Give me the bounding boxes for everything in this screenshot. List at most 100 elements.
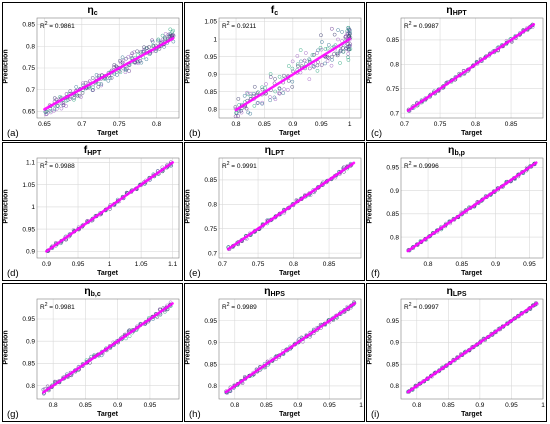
y-axis-label: Prediction [366, 49, 374, 84]
chart-title-subscript: b,c [90, 291, 101, 298]
r-squared-value: = 0.9991 [229, 163, 257, 171]
r-squared-exponent: 2 [44, 161, 48, 167]
data-point [336, 51, 340, 56]
y-axis-label: Prediction [2, 189, 10, 224]
data-point [80, 81, 85, 86]
data-point [316, 48, 320, 53]
data-point [120, 55, 125, 60]
chart-title-subscript: b,p [454, 150, 465, 157]
x-tick-label: 0.8 [424, 261, 433, 268]
r-squared-label: R2 = 0.9989 [222, 302, 257, 311]
data-point [71, 97, 76, 102]
r-squared-symbol: R [40, 163, 45, 171]
panel-letter-label: (c) [371, 128, 383, 139]
y-tick-label: 0.95 [204, 54, 217, 61]
r-squared-label: R2 = 0.9211 [222, 21, 256, 30]
data-point [255, 101, 260, 106]
y-tick-label: 1.05 [204, 19, 217, 26]
x-axis-label: Target [279, 270, 300, 277]
scatter-plot: 0.8 0.85 0.9 0.95 0.8 0.85 0.9 0.95 [386, 157, 544, 268]
data-point [341, 49, 346, 54]
data-point [268, 95, 272, 99]
data-point [346, 58, 351, 62]
y-tick-label: 0.85 [204, 89, 217, 96]
data-point [290, 85, 295, 89]
y-tick-label: 0.85 [22, 22, 35, 29]
x-tick-label: 0.9 [113, 402, 122, 409]
y-tick-label: 0.85 [386, 37, 399, 44]
x-axis-label: Target [461, 130, 482, 137]
panel-letter-label: (d) [7, 268, 19, 279]
data-point [319, 40, 324, 44]
fit-line [234, 37, 351, 112]
r-squared-label: R2 = 0.9997 [404, 302, 439, 311]
data-point [150, 38, 154, 43]
plot-area-frame [36, 157, 180, 259]
data-point [310, 53, 315, 57]
data-point [59, 106, 64, 111]
r-squared-symbol: R [40, 23, 45, 31]
data-point [123, 68, 128, 73]
chart-title-subscript: HPT [87, 150, 102, 157]
data-point [319, 47, 324, 52]
r-squared-exponent: 2 [226, 161, 230, 167]
chart-title: ηb,c [3, 285, 182, 301]
data-point [91, 85, 95, 90]
data-point [118, 70, 123, 75]
chart-panel: fHPT 0.9 0.95 1 1.05 1.1 0.9 0.95 1 1.05 1.1 R2 = 0… [2, 142, 183, 281]
data-point [171, 33, 175, 37]
plot-area-frame [218, 157, 362, 259]
chart-title-main: f [270, 4, 275, 16]
chart-panel: ηb,p 0.8 0.85 0.9 0.95 0.8 0.85 0.9 0.95 R2 = 0.9… [366, 142, 547, 281]
x-axis-label: Target [279, 411, 300, 418]
data-point [141, 49, 145, 54]
x-tick-label: 0.8 [412, 402, 421, 409]
x-axis-label: Target [279, 130, 300, 137]
data-point [117, 69, 122, 73]
panel-letter-label: (b) [189, 128, 201, 139]
data-point [144, 46, 149, 51]
data-point [290, 59, 295, 64]
chart-panel: ηb,c 0.8 0.85 0.9 0.95 0.8 0.85 0.9 0.95 R2 = 0.9… [2, 283, 183, 422]
x-tick-label: 0.9 [293, 402, 302, 409]
y-tick-label: 0.65 [22, 109, 35, 116]
x-axis-label: Target [461, 270, 482, 277]
chart-title: ηHPS [185, 285, 364, 301]
y-tick-label: 0.85 [386, 211, 399, 218]
r-squared-exponent: 2 [226, 21, 230, 27]
panel-letter-label: (i) [371, 409, 380, 420]
y-axis-label: Prediction [366, 330, 374, 365]
data-point [323, 61, 327, 66]
data-point [99, 83, 104, 88]
data-point [347, 32, 352, 37]
data-point [171, 39, 176, 44]
data-point [246, 110, 251, 115]
x-tick-label: 0.85 [79, 402, 92, 409]
chart-title-subscript: LPT [271, 150, 285, 157]
y-tick-label: 1.1 [26, 160, 35, 167]
plot-area-frame [400, 17, 544, 119]
data-point [338, 61, 342, 65]
y-tick-label: 0.9 [390, 340, 399, 347]
data-point [139, 60, 144, 65]
data-point [145, 46, 149, 50]
y-tick-label: 0.8 [208, 383, 217, 390]
x-tick-label: 0.75 [434, 121, 447, 128]
data-point [87, 79, 92, 84]
r-squared-label: R2 = 0.9991 [222, 161, 257, 170]
x-tick-label: 0.7 [77, 121, 86, 128]
x-tick-label: 0.75 [252, 261, 265, 268]
chart-title-main: η [446, 4, 453, 16]
fit-line [45, 161, 174, 253]
data-point [114, 64, 119, 69]
data-point [329, 26, 334, 31]
data-point [273, 89, 278, 94]
data-point [281, 91, 286, 95]
data-point [48, 109, 53, 113]
chart-title-main: η [446, 285, 453, 297]
y-tick-label: 0.8 [390, 62, 399, 69]
data-point [58, 94, 62, 99]
chart-title-subscript: HPT [452, 10, 467, 17]
fit-line [226, 161, 356, 251]
